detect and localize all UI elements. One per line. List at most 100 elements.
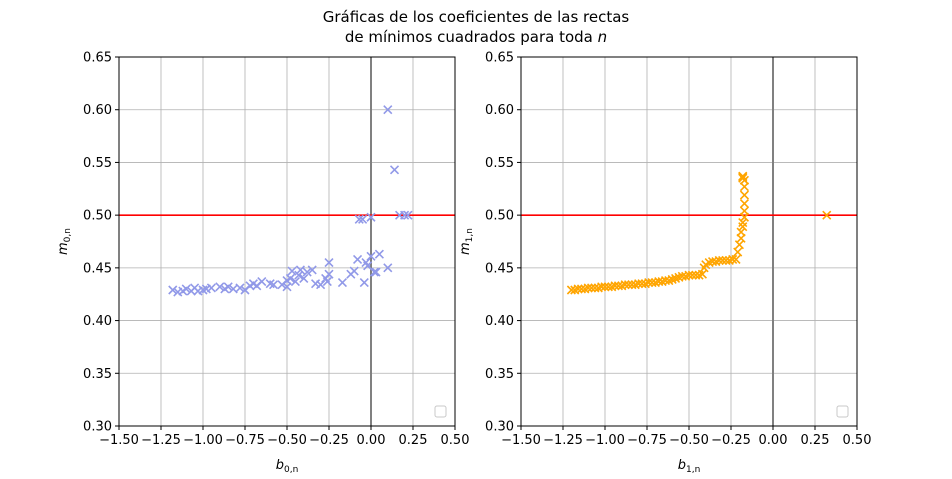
figure-title-line1: Gráficas de los coeficientes de las rect… [322, 8, 630, 26]
data-point-marker [168, 285, 178, 295]
data-point-marker [359, 278, 369, 288]
y-tick-label: 0.40 [83, 314, 112, 329]
data-point-marker [403, 210, 413, 220]
x-tick-label: −0.50 [669, 433, 709, 448]
data-point-marker [316, 280, 326, 290]
data-point-marker [366, 251, 376, 261]
y-axis-label-base: m [458, 242, 473, 255]
x-tick-label: −1.25 [543, 433, 583, 448]
y-tick-label: 0.55 [83, 156, 112, 171]
data-point-marker [389, 165, 400, 175]
data-point-marker [206, 283, 216, 293]
data-point-marker [733, 247, 743, 257]
data-point-marker [352, 254, 363, 264]
data-point-marker [358, 214, 368, 224]
data-point-marker [684, 270, 694, 280]
y-axis-label: m1,n [458, 228, 475, 255]
data-point-marker [268, 280, 279, 290]
data-point-marker [295, 265, 306, 275]
data-point-marker [223, 282, 233, 292]
data-point-marker [739, 190, 750, 200]
y-axis-label: m0,n [56, 228, 73, 255]
data-point-marker [366, 212, 376, 222]
y-axis-label-subscript: 0,n [63, 228, 73, 242]
x-tick-label: 0.25 [801, 433, 830, 448]
data-point-marker [257, 276, 267, 287]
data-point-marker [383, 263, 393, 273]
y-tick-label: 0.35 [83, 367, 112, 382]
y-tick-label: 0.30 [485, 420, 514, 435]
figure-title-variable: n [597, 28, 608, 46]
data-point-marker [337, 278, 348, 288]
data-point-marker [299, 273, 309, 283]
x-tick-label: −0.25 [711, 433, 751, 448]
data-point-marker [738, 171, 748, 181]
data-point-marker [354, 214, 364, 224]
y-tick-label: 0.45 [83, 261, 112, 276]
data-point-marker [349, 266, 359, 276]
data-point-marker [285, 273, 295, 283]
data-point-marker [369, 267, 379, 277]
x-tick-label: 0.50 [843, 433, 872, 448]
data-point-marker [697, 269, 708, 279]
data-point-marker [181, 284, 191, 294]
y-tick-label: 0.55 [485, 156, 514, 171]
data-point-marker [610, 281, 620, 291]
data-point-marker [374, 249, 384, 259]
data-point-marker [822, 210, 832, 220]
data-point-marker [728, 254, 738, 264]
data-point-marker [302, 267, 312, 277]
data-point-marker [739, 206, 750, 216]
data-point-marker [634, 279, 644, 289]
y-axis-label-base: m [56, 242, 71, 255]
x-axis-label: b1,n [678, 458, 701, 475]
figure-title-line2-text: de mínimos cuadrados para toda [344, 28, 598, 46]
data-point-marker [583, 283, 593, 293]
y-tick-label: 0.50 [83, 209, 112, 224]
data-point-marker [294, 270, 304, 280]
data-point-marker [731, 254, 741, 264]
data-point-marker [623, 280, 634, 290]
y-tick-label: 0.60 [83, 103, 112, 118]
data-point-marker [307, 265, 317, 275]
data-point-marker [620, 280, 630, 290]
data-point-marker [597, 282, 607, 292]
data-point-marker [383, 105, 393, 115]
x-tick-label: −0.50 [267, 433, 307, 448]
data-point-marker [235, 283, 245, 293]
y-tick-label: 0.65 [485, 51, 514, 66]
x-tick-label: 0.00 [357, 433, 386, 448]
data-point-marker [738, 217, 748, 228]
data-point-marker [738, 173, 748, 183]
data-point-marker [734, 240, 744, 250]
y-axis-label-subscript: 1,n [465, 228, 475, 242]
y-tick-label: 0.60 [485, 103, 514, 118]
data-point-marker [215, 282, 225, 292]
x-tick-label: −1.00 [183, 433, 223, 448]
legend-box [836, 405, 849, 418]
data-point-marker [687, 270, 697, 280]
data-point-marker [573, 284, 583, 294]
data-point-marker [644, 278, 654, 288]
x-axis-label-base: b [276, 458, 284, 473]
data-point-marker [322, 276, 332, 287]
x-axis-label-subscript: 1,n [686, 465, 700, 475]
y-tick-label: 0.40 [485, 314, 514, 329]
data-point-marker [324, 269, 334, 279]
x-tick-label: 0.50 [441, 433, 470, 448]
data-point-marker [736, 227, 746, 237]
plot-b1-m1: −1.50 −1.25 −1.00 −0.75 −0.50 −0.25 0.00 0.25 0.… [458, 51, 871, 476]
data-point-marker [324, 258, 334, 268]
y-tick-label: 0.50 [485, 209, 514, 224]
x-tick-label: 0.25 [399, 433, 428, 448]
y-tick-label: 0.35 [485, 367, 514, 382]
x-tick-label: −0.25 [309, 433, 349, 448]
plot-b0-m0: −1.50 −1.25 −1.00 −0.75 −0.50 −0.25 0.00 0.25 0.… [56, 51, 469, 476]
data-point-marker [586, 283, 597, 293]
x-tick-label: 0.00 [759, 433, 788, 448]
x-axis-label: b0,n [276, 458, 299, 475]
x-tick-label: −1.00 [585, 433, 625, 448]
x-axis-label-subscript: 0,n [284, 465, 298, 475]
legend-box [434, 405, 447, 418]
figure-title-line2: de mínimos cuadrados para toda n [0, 28, 952, 46]
